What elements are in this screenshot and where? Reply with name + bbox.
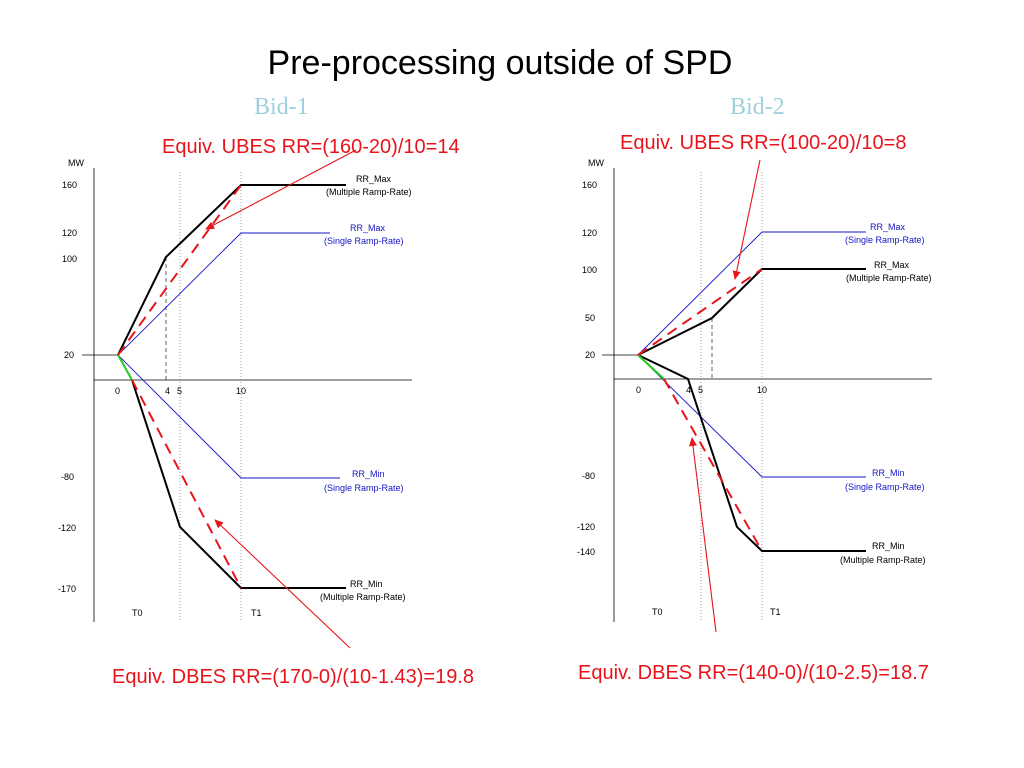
bid2-y-tick: 160 bbox=[582, 180, 597, 190]
bid1-rr-max-single-line bbox=[117, 232, 330, 356]
bid2-rr-min-multi-label: RR_Min bbox=[872, 541, 905, 551]
bid1-equiv-ubes-line bbox=[117, 184, 242, 356]
bid1-x-tick: 5 bbox=[177, 386, 182, 396]
bid2-equiv-dbes-line bbox=[663, 378, 763, 552]
bid1-y-tick: 20 bbox=[64, 350, 74, 360]
bid1-rr-min-multi-line bbox=[131, 379, 346, 589]
bid1-rr-max-multi-sublabel: (Multiple Ramp-Rate) bbox=[326, 187, 412, 197]
bid1-rr-min-single-line bbox=[117, 354, 340, 479]
slide-title: Pre-processing outside of SPD bbox=[267, 44, 733, 82]
bid2-rr-min-multi-sublabel: (Multiple Ramp-Rate) bbox=[840, 555, 926, 565]
bid2-rr-min-single-sublabel: (Single Ramp-Rate) bbox=[845, 482, 925, 492]
bid2-y-tick: 120 bbox=[582, 228, 597, 238]
bid2-rr-min-single-label: RR_Min bbox=[872, 468, 905, 478]
bid2-x-tick: 0 bbox=[636, 385, 641, 395]
bid1-rr-max-single-label: RR_Max bbox=[350, 223, 386, 233]
bid2-label: Bid-2 bbox=[730, 94, 785, 120]
bid2-t1-label: T1 bbox=[770, 607, 781, 617]
bid1-dbes-arrow bbox=[214, 519, 351, 649]
bid1-unit-label: MW bbox=[68, 158, 84, 168]
bid2-rr-max-multi-label: RR_Max bbox=[874, 260, 910, 270]
bid1-diagram: MW 160 120 100 20 -80 -120 -170 0 4 5 10… bbox=[58, 149, 412, 649]
bid1-y-tick: 160 bbox=[62, 180, 77, 190]
bid2-rr-min-single-line bbox=[637, 354, 866, 478]
bid2-rr-max-single-line bbox=[637, 231, 866, 356]
bid1-equiv-dbes-line bbox=[131, 379, 242, 589]
bid1-y-tick: -170 bbox=[58, 584, 76, 594]
bid2-y-tick: -80 bbox=[582, 471, 595, 481]
bid1-t0-label: T0 bbox=[132, 608, 143, 618]
bid2-rr-max-multi-line bbox=[637, 268, 866, 356]
bid2-equiv-ubes-line bbox=[637, 268, 763, 356]
bid2-y-tick: 100 bbox=[582, 265, 597, 275]
bid1-rr-min-multi-label: RR_Min bbox=[350, 579, 383, 589]
bid1-x-tick: 4 bbox=[165, 386, 170, 396]
bid2-diagram: MW 160 120 100 50 20 -80 -120 -140 0 4 5… bbox=[577, 158, 932, 633]
bid2-rr-max-single-sublabel: (Single Ramp-Rate) bbox=[845, 235, 925, 245]
bid2-dbes-equation: Equiv. DBES RR=(140-0)/(10-2.5)=18.7 bbox=[578, 662, 929, 684]
bid2-ubes-arrow bbox=[732, 159, 761, 280]
bid2-unit-label: MW bbox=[588, 158, 604, 168]
bid1-rr-max-multi-line bbox=[117, 184, 346, 356]
bid1-x-tick: 0 bbox=[115, 386, 120, 396]
bid2-rr-min-multi-line bbox=[637, 354, 866, 552]
bid2-dbes-arrow bbox=[689, 437, 717, 633]
bid2-rr-max-multi-sublabel: (Multiple Ramp-Rate) bbox=[846, 273, 932, 283]
bid1-rr-max-multi-label: RR_Max bbox=[356, 174, 392, 184]
bid1-ubes-equation: Equiv. UBES RR=(160-20)/10=14 bbox=[162, 136, 460, 158]
bid1-dbes-equation: Equiv. DBES RR=(170-0)/(10-1.43)=19.8 bbox=[112, 666, 475, 688]
bid1-rr-min-single-sublabel: (Single Ramp-Rate) bbox=[324, 483, 404, 493]
bid1-rr-min-single-label: RR_Min bbox=[352, 469, 385, 479]
bid2-y-tick: 20 bbox=[585, 350, 595, 360]
bid1-y-tick: -80 bbox=[61, 472, 74, 482]
bid1-y-tick: 120 bbox=[62, 228, 77, 238]
bid2-y-tick: 50 bbox=[585, 313, 595, 323]
bid1-rr-min-multi-sublabel: (Multiple Ramp-Rate) bbox=[320, 592, 406, 602]
bid2-ubes-equation: Equiv. UBES RR=(100-20)/10=8 bbox=[620, 132, 907, 154]
bid1-x-tick: 10 bbox=[236, 386, 246, 396]
bid1-rr-max-single-sublabel: (Single Ramp-Rate) bbox=[324, 236, 404, 246]
bid2-y-tick: -140 bbox=[577, 547, 595, 557]
bid1-y-tick: -120 bbox=[58, 523, 76, 533]
bid2-x-tick: 4 bbox=[686, 385, 691, 395]
bid2-y-tick: -120 bbox=[577, 522, 595, 532]
bid2-rr-max-single-label: RR_Max bbox=[870, 222, 906, 232]
bid1-t1-label: T1 bbox=[251, 608, 262, 618]
bid1-label: Bid-1 bbox=[254, 94, 309, 120]
bid1-ubes-arrow bbox=[205, 149, 357, 230]
bid2-t0-label: T0 bbox=[652, 607, 663, 617]
bid1-initial-segment bbox=[117, 354, 133, 381]
bid2-x-tick: 10 bbox=[757, 385, 767, 395]
bid1-y-tick: 100 bbox=[62, 254, 77, 264]
bid2-x-tick: 5 bbox=[698, 385, 703, 395]
bid2-initial-segment bbox=[637, 354, 665, 380]
